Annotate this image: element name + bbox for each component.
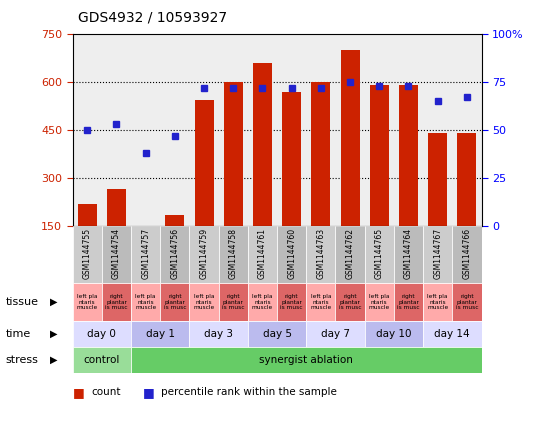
Text: right
plantar
is musc: right plantar is musc bbox=[397, 294, 420, 310]
Text: left pla
ntaris
muscle: left pla ntaris muscle bbox=[310, 294, 331, 310]
Text: right
plantar
is musc: right plantar is musc bbox=[456, 294, 478, 310]
Text: left pla
ntaris
muscle: left pla ntaris muscle bbox=[369, 294, 390, 310]
Bar bbox=[248, 321, 306, 347]
Bar bbox=[189, 226, 218, 283]
Bar bbox=[394, 226, 423, 283]
Text: GSM1144754: GSM1144754 bbox=[112, 228, 121, 279]
Text: GSM1144765: GSM1144765 bbox=[375, 228, 384, 279]
Text: control: control bbox=[83, 355, 120, 365]
Bar bbox=[195, 99, 214, 226]
Text: GSM1144761: GSM1144761 bbox=[258, 228, 267, 279]
Text: day 5: day 5 bbox=[263, 329, 292, 339]
Text: right
plantar
is musc: right plantar is musc bbox=[105, 294, 128, 310]
Bar bbox=[282, 92, 301, 226]
Text: GSM1144766: GSM1144766 bbox=[462, 228, 471, 279]
Bar bbox=[73, 226, 102, 283]
Bar bbox=[78, 204, 97, 226]
Text: left pla
ntaris
muscle: left pla ntaris muscle bbox=[135, 294, 156, 310]
Text: GSM1144757: GSM1144757 bbox=[141, 228, 150, 279]
Text: right
plantar
is musc: right plantar is musc bbox=[164, 294, 186, 310]
Bar bbox=[73, 321, 131, 347]
Text: GSM1144756: GSM1144756 bbox=[171, 228, 179, 279]
Bar bbox=[370, 85, 389, 226]
Text: GSM1144759: GSM1144759 bbox=[200, 228, 209, 279]
Text: left pla
ntaris
muscle: left pla ntaris muscle bbox=[427, 294, 448, 310]
Text: left pla
ntaris
muscle: left pla ntaris muscle bbox=[194, 294, 215, 310]
Bar bbox=[336, 283, 365, 321]
Bar bbox=[365, 321, 423, 347]
Text: day 10: day 10 bbox=[376, 329, 412, 339]
Text: left pla
ntaris
muscle: left pla ntaris muscle bbox=[252, 294, 273, 310]
Bar bbox=[365, 226, 394, 283]
Bar bbox=[306, 283, 336, 321]
Bar bbox=[165, 215, 185, 226]
Bar bbox=[394, 283, 423, 321]
Text: GSM1144760: GSM1144760 bbox=[287, 228, 296, 279]
Bar bbox=[189, 283, 218, 321]
Text: ■: ■ bbox=[143, 386, 154, 398]
Text: ■: ■ bbox=[73, 386, 84, 398]
Text: ▶: ▶ bbox=[50, 297, 58, 307]
Bar bbox=[452, 283, 482, 321]
Bar bbox=[131, 347, 482, 373]
Text: right
plantar
is musc: right plantar is musc bbox=[280, 294, 303, 310]
Bar bbox=[131, 283, 160, 321]
Text: right
plantar
is musc: right plantar is musc bbox=[339, 294, 362, 310]
Bar bbox=[73, 283, 102, 321]
Bar bbox=[277, 283, 306, 321]
Text: day 1: day 1 bbox=[146, 329, 175, 339]
Bar bbox=[457, 133, 477, 226]
Text: day 0: day 0 bbox=[87, 329, 116, 339]
Text: count: count bbox=[91, 387, 121, 397]
Bar bbox=[306, 321, 365, 347]
Bar bbox=[102, 283, 131, 321]
Text: GSM1144763: GSM1144763 bbox=[316, 228, 325, 279]
Bar bbox=[336, 226, 365, 283]
Bar bbox=[102, 226, 131, 283]
Bar bbox=[341, 50, 359, 226]
Bar bbox=[452, 226, 482, 283]
Bar bbox=[423, 321, 482, 347]
Bar bbox=[160, 283, 189, 321]
Bar bbox=[131, 226, 160, 283]
Bar bbox=[399, 85, 418, 226]
Text: left pla
ntaris
muscle: left pla ntaris muscle bbox=[76, 294, 98, 310]
Text: day 3: day 3 bbox=[204, 329, 233, 339]
Bar bbox=[306, 226, 336, 283]
Text: day 14: day 14 bbox=[435, 329, 470, 339]
Text: GSM1144762: GSM1144762 bbox=[345, 228, 355, 279]
Bar bbox=[423, 226, 452, 283]
Bar bbox=[218, 283, 248, 321]
Bar bbox=[73, 347, 131, 373]
Text: time: time bbox=[5, 329, 31, 339]
Text: GSM1144764: GSM1144764 bbox=[404, 228, 413, 279]
Bar bbox=[423, 283, 452, 321]
Text: ▶: ▶ bbox=[50, 355, 58, 365]
Bar bbox=[160, 226, 189, 283]
Bar bbox=[189, 321, 248, 347]
Bar bbox=[131, 321, 189, 347]
Bar bbox=[253, 63, 272, 226]
Bar bbox=[428, 133, 447, 226]
Text: GDS4932 / 10593927: GDS4932 / 10593927 bbox=[78, 11, 227, 25]
Bar bbox=[312, 82, 330, 226]
Text: ▶: ▶ bbox=[50, 329, 58, 339]
Text: tissue: tissue bbox=[5, 297, 38, 307]
Bar bbox=[136, 226, 155, 227]
Bar bbox=[107, 190, 126, 226]
Text: GSM1144755: GSM1144755 bbox=[83, 228, 92, 279]
Text: stress: stress bbox=[5, 355, 38, 365]
Text: GSM1144758: GSM1144758 bbox=[229, 228, 238, 279]
Bar bbox=[365, 283, 394, 321]
Bar bbox=[248, 283, 277, 321]
Bar bbox=[277, 226, 306, 283]
Text: right
plantar
is musc: right plantar is musc bbox=[222, 294, 244, 310]
Text: percentile rank within the sample: percentile rank within the sample bbox=[161, 387, 337, 397]
Text: synergist ablation: synergist ablation bbox=[259, 355, 353, 365]
Bar bbox=[248, 226, 277, 283]
Text: day 7: day 7 bbox=[321, 329, 350, 339]
Text: GSM1144767: GSM1144767 bbox=[433, 228, 442, 279]
Bar bbox=[224, 82, 243, 226]
Bar bbox=[218, 226, 248, 283]
